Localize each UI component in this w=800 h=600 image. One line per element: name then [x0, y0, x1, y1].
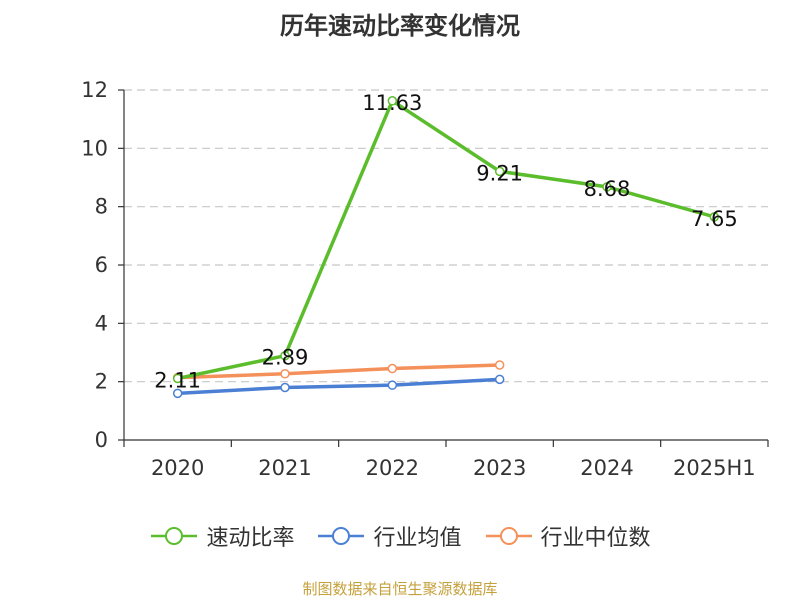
series-point-2: [387, 363, 398, 374]
series-point-0: [172, 373, 183, 384]
legend-swatch-marker: [499, 527, 518, 545]
series-point-1: [172, 388, 183, 399]
legend-swatch-marker: [332, 527, 351, 545]
data-label: 11.63: [362, 91, 422, 115]
legend-item[interactable]: 速动比率: [149, 520, 294, 552]
data-label: 7.65: [691, 207, 738, 231]
series-line-0: [177, 99, 715, 381]
series-point-2: [494, 360, 505, 370]
data-label: 2.89: [262, 346, 309, 370]
chart-title: 历年速动比率变化情况: [280, 12, 520, 40]
series-point-2: [280, 369, 290, 379]
source-note: 制图数据来自恒生聚源数据库: [302, 580, 498, 598]
series-point-1: [387, 380, 398, 390]
legend-label: 行业均值: [373, 526, 462, 551]
x-tick-label: 2020: [151, 456, 204, 480]
x-tick-label: 2022: [366, 456, 419, 480]
series-point-0: [602, 182, 612, 192]
series-point-1: [494, 374, 505, 385]
legend-label: 行业中位数: [540, 526, 651, 551]
y-tick-label: 2: [95, 370, 108, 394]
series-point-1: [280, 382, 290, 393]
y-tick-label: 8: [95, 195, 108, 219]
series-point-0: [709, 212, 720, 222]
data-label: 8.68: [584, 177, 631, 201]
x-tick-label: 2021: [258, 456, 311, 480]
x-tick-label: 2023: [473, 456, 526, 480]
x-tick-label: 2025H1: [673, 456, 756, 480]
legend-swatch: [151, 527, 198, 545]
series-point-0: [280, 350, 290, 361]
series-point-0: [494, 166, 505, 177]
series-line-2: [177, 363, 500, 380]
series-point-0: [387, 96, 398, 106]
legend: 速动比率 行业均值 行业中位数: [0, 518, 800, 554]
y-tick-label: 6: [95, 253, 108, 277]
x-tick-label: 2024: [580, 456, 633, 480]
legend-swatch: [318, 527, 365, 545]
data-label: 9.21: [476, 161, 523, 185]
series-line-1: [177, 377, 500, 396]
legend-label: 速动比率: [206, 526, 295, 551]
legend-item[interactable]: 行业中位数: [484, 520, 651, 552]
y-tick-label: 4: [95, 311, 108, 335]
legend-swatch-marker: [165, 527, 184, 545]
y-tick-label: 12: [81, 78, 108, 102]
legend-item[interactable]: 行业均值: [316, 520, 462, 552]
y-tick-label: 10: [81, 136, 108, 160]
y-tick-label: 0: [95, 428, 108, 452]
data-label: 2.11: [154, 368, 201, 392]
legend-swatch: [485, 527, 532, 545]
